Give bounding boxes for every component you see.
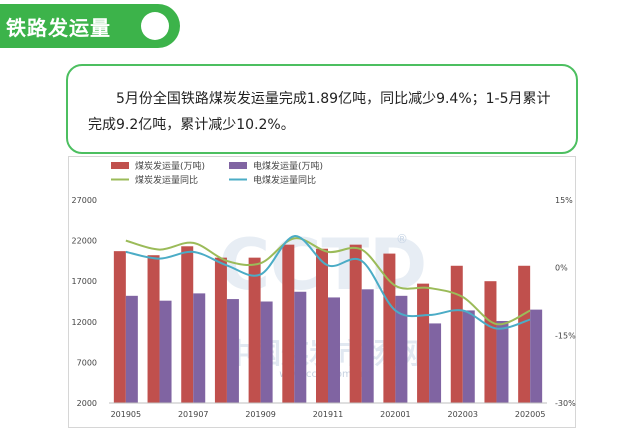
legend-swatch <box>229 162 247 169</box>
title-circle-decoration <box>141 12 169 40</box>
bar-coal <box>214 257 227 403</box>
bar-coal <box>484 281 497 403</box>
left-axis-tick-label: 2000 <box>77 399 97 408</box>
line-thermal-coal-yoy <box>125 235 531 330</box>
bar-coal <box>450 265 463 403</box>
right-axis-tick-label: -30% <box>555 399 576 408</box>
watermark-registered: ® <box>396 232 408 246</box>
bar-coal <box>282 244 295 403</box>
left-axis-tick-label: 22000 <box>72 237 97 246</box>
legend-label: 煤炭发运量同比 <box>135 174 198 186</box>
left-axis-tick-label: 7000 <box>77 358 97 367</box>
bar-coal <box>349 244 362 403</box>
bar-thermal-coal <box>530 309 543 403</box>
bar-thermal-coal <box>361 289 374 403</box>
section-title: 铁路发运量 <box>6 16 111 40</box>
bar-coal <box>417 283 430 403</box>
summary-box: 5月份全国铁路煤炭发运量完成1.89亿吨，同比减少9.4%；1-5月累计完成9.… <box>66 64 578 154</box>
left-axis-tick-label: 27000 <box>72 196 97 205</box>
bar-thermal-coal <box>193 293 206 403</box>
bar-thermal-coal <box>125 295 138 403</box>
x-axis-tick-label: 201905 <box>111 410 142 419</box>
bar-thermal-coal <box>328 297 340 403</box>
bar-coal <box>383 253 396 403</box>
bar-thermal-coal <box>462 310 475 403</box>
legend-label: 电煤发运量(万吨) <box>253 160 323 172</box>
x-axis-tick-label: 202001 <box>380 410 411 419</box>
x-axis-tick-label: 201907 <box>178 410 209 419</box>
left-axis-tick-label: 12000 <box>72 318 97 327</box>
bar-coal <box>181 246 194 403</box>
legend-label: 电煤发运量同比 <box>253 174 316 186</box>
bar-coal <box>316 248 328 403</box>
bar-coal <box>113 251 126 403</box>
bar-thermal-coal <box>159 300 172 403</box>
chart-frame: CCTD®中国煤炭市场网www.cctd.com.cn2000700012000… <box>68 156 576 428</box>
bar-coal <box>248 257 261 403</box>
chart-svg: CCTD®中国煤炭市场网www.cctd.com.cn2000700012000… <box>72 160 577 419</box>
right-axis-tick-label: -15% <box>555 331 576 340</box>
right-axis-tick-label: 0% <box>555 264 568 273</box>
x-axis-tick-label: 201909 <box>245 410 276 419</box>
bar-coal <box>147 255 160 403</box>
bar-thermal-coal <box>496 320 509 403</box>
legend-label: 煤炭发运量(万吨) <box>135 160 205 172</box>
bar-thermal-coal <box>226 299 239 403</box>
left-axis-tick-label: 17000 <box>72 277 97 286</box>
bar-thermal-coal <box>294 291 307 403</box>
line-coal-yoy <box>125 237 531 326</box>
bar-thermal-coal <box>395 295 408 403</box>
x-axis-tick-label: 202005 <box>515 410 546 419</box>
section-title-bar: 铁路发运量 <box>0 4 180 48</box>
legend-swatch <box>111 162 129 169</box>
x-axis-tick-label: 202003 <box>447 410 478 419</box>
bar-thermal-coal <box>260 301 273 403</box>
bar-thermal-coal <box>429 323 442 403</box>
x-axis-tick-label: 201911 <box>313 410 344 419</box>
bar-coal <box>518 265 531 403</box>
right-axis-tick-label: 15% <box>555 196 573 205</box>
summary-text: 5月份全国铁路煤炭发运量完成1.89亿吨，同比减少9.4%；1-5月累计完成9.… <box>88 91 551 133</box>
